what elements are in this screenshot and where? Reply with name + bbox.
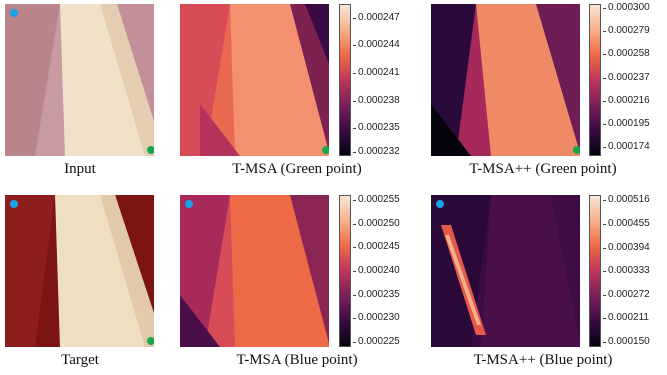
colorbar-tick: 0.000211 xyxy=(603,312,649,323)
caption-tmsa-green: T-MSA (Green point) xyxy=(232,161,362,177)
colorbar-tick: 0.000232 xyxy=(353,146,400,157)
tmsapp-blue-heatmap xyxy=(431,195,580,347)
input-image xyxy=(5,4,154,156)
blue-point-marker xyxy=(10,200,18,208)
colorbar-tick: 0.000516 xyxy=(603,194,650,205)
colorbar-tmsapp-blue xyxy=(589,195,601,347)
colorbar-tick: 0.000255 xyxy=(353,194,400,205)
colorbar-tick: 0.000455 xyxy=(603,218,650,229)
green-point-marker xyxy=(322,146,329,154)
green-point-marker xyxy=(147,337,154,345)
colorbar-tick: 0.000244 xyxy=(353,39,400,50)
target-image xyxy=(5,195,154,347)
caption-input: Input xyxy=(64,161,96,177)
caption-target: Target xyxy=(61,352,99,368)
blue-point-marker xyxy=(436,200,444,208)
tmsa-blue-heatmap xyxy=(180,195,329,347)
green-point-marker xyxy=(147,146,154,154)
caption-tmsapp-blue: T-MSA++ (Blue point) xyxy=(473,352,613,368)
caption-tmsa-blue: T-MSA (Blue point) xyxy=(236,352,358,368)
blue-point-marker xyxy=(185,200,193,208)
colorbar-tick: 0.000216 xyxy=(603,95,650,106)
colorbar-tick: 0.000245 xyxy=(353,241,400,252)
blue-point-marker xyxy=(10,9,18,17)
colorbar-tick: 0.000225 xyxy=(353,336,400,347)
colorbar-tick: 0.000174 xyxy=(603,141,650,152)
green-point-marker xyxy=(573,146,580,154)
caption-tmsapp-green: T-MSA++ (Green point) xyxy=(469,161,617,177)
colorbar-tick: 0.000230 xyxy=(353,312,400,323)
colorbar-tmsapp-green xyxy=(589,4,601,156)
colorbar-tmsa-green xyxy=(339,4,351,156)
colorbar-tick: 0.000250 xyxy=(353,218,400,229)
tmsapp-green-heatmap xyxy=(431,4,580,156)
colorbar-tick: 0.000241 xyxy=(353,67,400,78)
colorbar-tick: 0.000272 xyxy=(603,289,650,300)
colorbar-tmsa-blue xyxy=(339,195,351,347)
colorbar-tick: 0.000394 xyxy=(603,242,650,253)
colorbar-tick: 0.000237 xyxy=(603,72,650,83)
colorbar-tick: 0.000235 xyxy=(353,289,400,300)
colorbar-tick: 0.000258 xyxy=(603,48,650,59)
colorbar-tick: 0.000238 xyxy=(353,95,400,106)
colorbar-tick: 0.000150 xyxy=(603,336,650,347)
colorbar-tick: 0.000235 xyxy=(353,122,400,133)
colorbar-tick: 0.000240 xyxy=(353,265,400,276)
colorbar-tick: 0.000279 xyxy=(603,25,650,36)
colorbar-tick: 0.000247 xyxy=(353,12,400,23)
colorbar-tick: 0.000300 xyxy=(603,2,650,13)
colorbar-tick: 0.000333 xyxy=(603,265,650,276)
colorbar-tick: 0.000195 xyxy=(603,118,650,129)
tmsa-green-heatmap xyxy=(180,4,329,156)
